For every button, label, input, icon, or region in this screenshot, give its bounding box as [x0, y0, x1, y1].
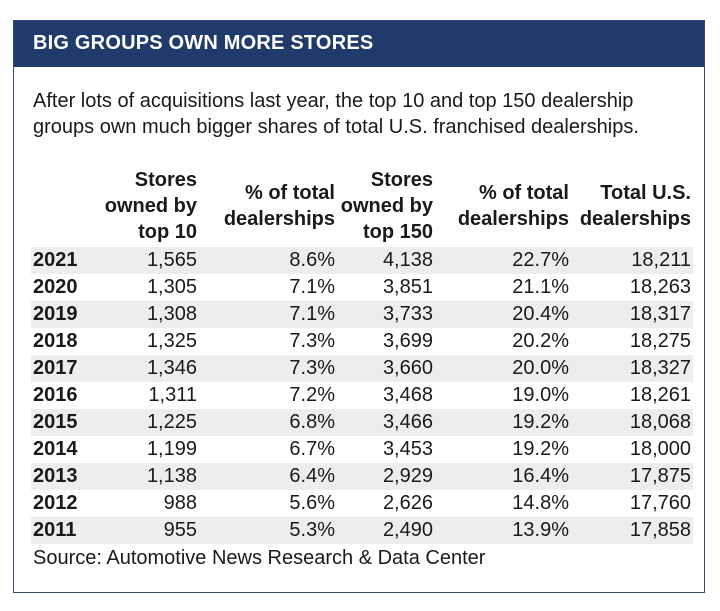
cell-top10-stores: 955	[99, 517, 199, 544]
cell-top150-pct: 20.4%	[435, 301, 571, 328]
cell-top10-pct: 7.1%	[199, 301, 337, 328]
cell-top10-stores: 1,199	[146, 438, 197, 460]
cell-top10-stores: 1,346	[99, 355, 199, 382]
cell-top150-pct: 19.2%	[512, 438, 569, 460]
cell-top150-pct: 13.9%	[435, 517, 571, 544]
cell-top10-pct: 7.3%	[199, 355, 337, 382]
cell-top150-stores: 3,466	[337, 409, 435, 436]
table-row: 2017 1,346 7.3% 3,660 20.0% 18,327	[31, 355, 693, 382]
cell-top10-stores: 1,305	[146, 276, 197, 298]
cell-year: 2017	[31, 355, 99, 382]
cell-total: 17,875	[571, 463, 693, 490]
cell-top150-stores: 2,490	[337, 517, 435, 544]
column-header-top150-pct: % of total dealerships	[457, 182, 569, 230]
infographic-frame: BIG GROUPS OWN MORE STORES After lots of…	[13, 20, 705, 593]
cell-top150-pct: 20.0%	[435, 355, 571, 382]
column-header-top10-pct: % of total dealerships	[223, 182, 335, 230]
cell-top150-stores: 3,733	[337, 301, 435, 328]
cell-top150-pct: 22.7%	[435, 247, 571, 274]
title: BIG GROUPS OWN MORE STORES	[33, 32, 374, 54]
cell-top10-pct: 7.1%	[289, 276, 335, 298]
cell-top10-pct: 6.4%	[199, 463, 337, 490]
cell-total: 18,327	[571, 355, 693, 382]
cell-top150-pct: 21.1%	[512, 276, 569, 298]
cell-top150-stores: 3,453	[382, 438, 433, 460]
table-row: 2019 1,308 7.1% 3,733 20.4% 18,317	[31, 301, 693, 328]
cell-total: 18,263	[629, 276, 691, 298]
dealership-table: Stores owned by top 10 % of total dealer…	[31, 167, 693, 544]
table-header-row: Stores owned by top 10 % of total dealer…	[31, 167, 693, 247]
table-row: 2020 1,305 7.1% 3,851 21.1% 18,263	[31, 274, 693, 301]
column-header-year	[31, 167, 99, 247]
cell-total: 18,068	[571, 409, 693, 436]
cell-year: 2014	[33, 438, 78, 460]
cell-year: 2015	[31, 409, 99, 436]
table-row: 2013 1,138 6.4% 2,929 16.4% 17,875	[31, 463, 693, 490]
cell-year: 2011	[31, 517, 99, 544]
table-row: 2014 1,199 6.7% 3,453 19.2% 18,000	[31, 436, 693, 463]
cell-top150-stores: 3,660	[337, 355, 435, 382]
cell-top10-pct: 8.6%	[199, 247, 337, 274]
cell-top150-pct: 19.2%	[435, 409, 571, 436]
cell-year: 2012	[33, 492, 78, 514]
table-row: 2011 955 5.3% 2,490 13.9% 17,858	[31, 517, 693, 544]
table-row: 2012 988 5.6% 2,626 14.8% 17,760	[31, 490, 693, 517]
title-banner: BIG GROUPS OWN MORE STORES	[14, 21, 704, 67]
cell-year: 2019	[31, 301, 99, 328]
cell-year: 2021	[31, 247, 99, 274]
table-row: 2016 1,311 7.2% 3,468 19.0% 18,261	[31, 382, 693, 409]
cell-top10-stores: 1,325	[146, 330, 197, 352]
cell-top10-stores: 1,311	[148, 384, 197, 406]
cell-top150-pct: 16.4%	[435, 463, 571, 490]
cell-total: 17,858	[571, 517, 693, 544]
cell-top10-pct: 7.3%	[289, 330, 335, 352]
cell-total: 18,261	[629, 384, 691, 406]
intro-text: After lots of acquisitions last year, th…	[33, 90, 639, 138]
column-header-total: Total U.S. dealerships	[579, 182, 691, 230]
cell-total: 18,275	[629, 330, 691, 352]
table-row: 2018 1,325 7.3% 3,699 20.2% 18,275	[31, 328, 693, 355]
cell-top150-stores: 3,851	[382, 276, 433, 298]
cell-top10-stores: 1,565	[99, 247, 199, 274]
cell-total: 18,211	[571, 247, 693, 274]
cell-top150-stores: 2,929	[337, 463, 435, 490]
column-header-top10-stores: Stores owned by top 10	[104, 169, 197, 243]
cell-year: 2016	[33, 384, 78, 406]
cell-top150-pct: 19.0%	[512, 384, 569, 406]
cell-year: 2018	[33, 330, 78, 352]
cell-top150-stores: 3,699	[382, 330, 433, 352]
cell-top10-stores: 988	[163, 492, 197, 514]
table-row: 2015 1,225 6.8% 3,466 19.2% 18,068	[31, 409, 693, 436]
cell-top150-pct: 20.2%	[512, 330, 569, 352]
cell-year: 2013	[31, 463, 99, 490]
cell-top10-stores: 1,138	[99, 463, 199, 490]
cell-top10-pct: 5.6%	[289, 492, 335, 514]
column-header-top150-stores: Stores owned by top 150	[340, 169, 433, 243]
cell-total: 17,760	[629, 492, 691, 514]
cell-top10-stores: 1,308	[99, 301, 199, 328]
cell-top150-stores: 3,468	[382, 384, 433, 406]
cell-top10-stores: 1,225	[99, 409, 199, 436]
cell-year: 2020	[33, 276, 78, 298]
source-note: Source: Automotive News Research & Data …	[33, 547, 486, 569]
cell-top10-pct: 6.8%	[199, 409, 337, 436]
cell-top10-pct: 6.7%	[289, 438, 335, 460]
table-row: 2021 1,565 8.6% 4,138 22.7% 18,211	[31, 247, 693, 274]
cell-total: 18,317	[571, 301, 693, 328]
cell-total: 18,000	[629, 438, 691, 460]
table-body: 2021 1,565 8.6% 4,138 22.7% 18,211 2020 1,305 7.…	[31, 247, 693, 544]
cell-top150-pct: 14.8%	[512, 492, 569, 514]
cell-top150-stores: 2,626	[382, 492, 433, 514]
cell-top150-stores: 4,138	[337, 247, 435, 274]
cell-top10-pct: 7.2%	[289, 384, 335, 406]
cell-top10-pct: 5.3%	[199, 517, 337, 544]
